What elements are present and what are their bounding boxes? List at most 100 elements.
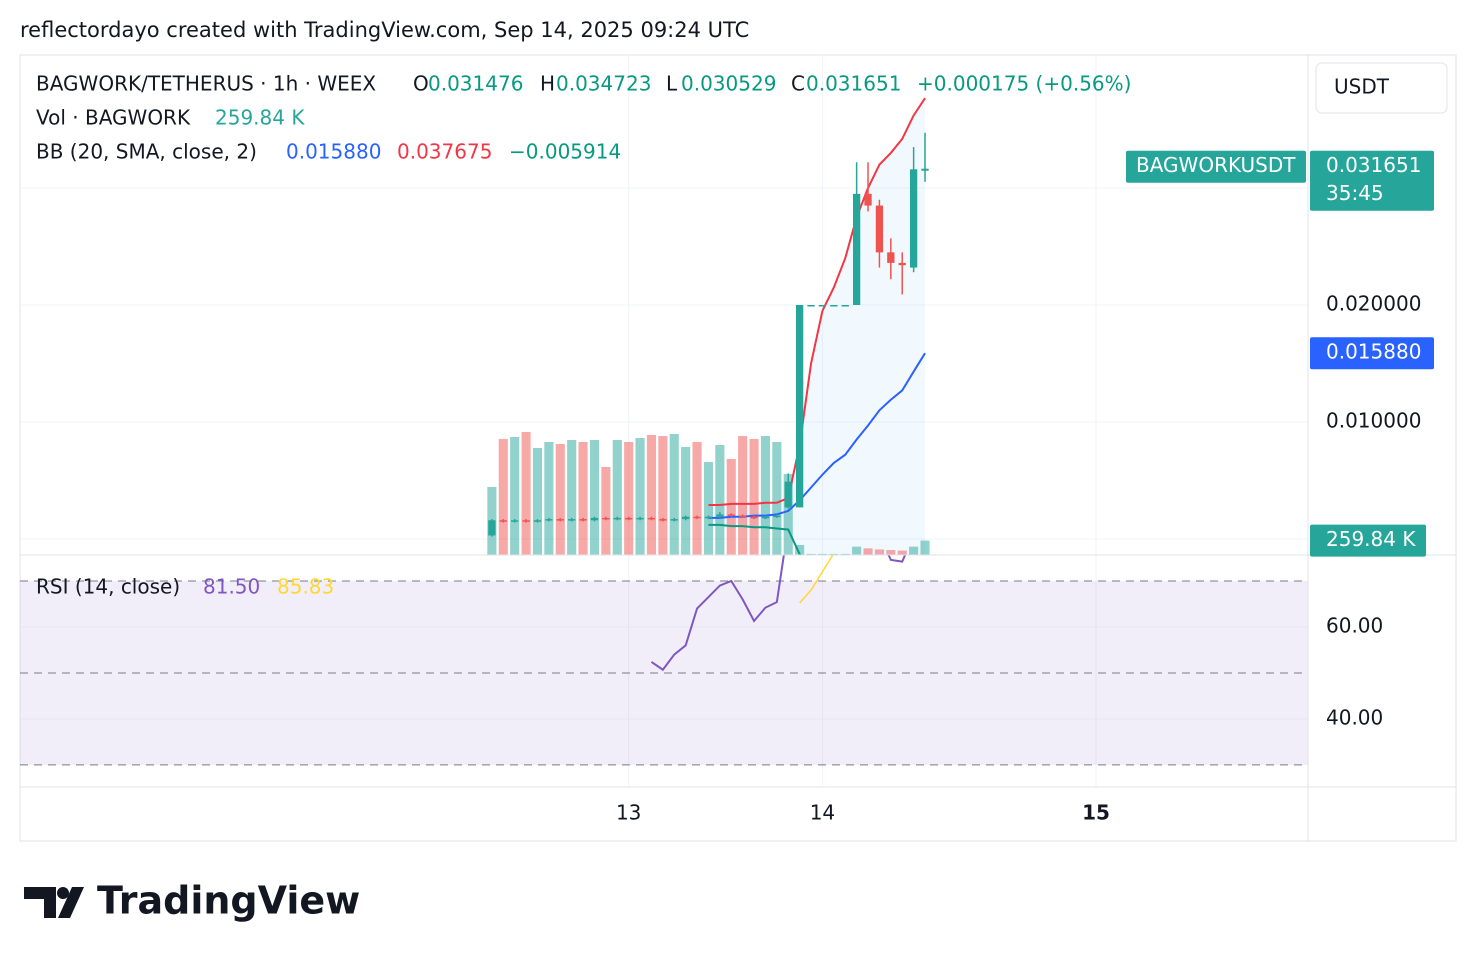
legend-bb-upper: 0.037675 bbox=[397, 140, 492, 164]
legend-bb-title: BB (20, SMA, close, 2) bbox=[36, 140, 257, 164]
volume-bar bbox=[749, 439, 759, 555]
volume-bar bbox=[772, 442, 782, 555]
candle-body bbox=[852, 193, 861, 305]
volume-bar bbox=[601, 467, 611, 555]
volume-bar bbox=[681, 447, 691, 555]
volume-bar bbox=[567, 440, 577, 555]
candle-body bbox=[670, 519, 678, 521]
currency-button-label[interactable]: USDT bbox=[1334, 75, 1390, 99]
candle-body bbox=[522, 520, 530, 522]
candle-body bbox=[533, 520, 542, 522]
volume-bar bbox=[635, 438, 645, 555]
volume-bar bbox=[795, 545, 805, 555]
price-tag bbox=[1310, 150, 1434, 211]
basis-tag-label: 0.015880 bbox=[1326, 340, 1421, 364]
candle-body bbox=[704, 516, 713, 519]
rsi-tick-label: 60.00 bbox=[1326, 613, 1383, 637]
candle-body bbox=[579, 519, 587, 521]
candle-body bbox=[898, 262, 906, 266]
legend-h: H bbox=[540, 72, 555, 96]
legend-open: 0.031476 bbox=[428, 72, 523, 96]
volume-bar bbox=[840, 553, 850, 555]
legend-vol-title: Vol · BAGWORK bbox=[36, 106, 191, 130]
volume-bar bbox=[863, 548, 873, 555]
legend-rsi-title: RSI (14, close) bbox=[36, 575, 180, 599]
legend-title: BAGWORK/TETHERUS · 1h · WEEX bbox=[36, 72, 376, 96]
price-tag-label: 0.031651 bbox=[1326, 153, 1421, 177]
legend-vol-value: 259.84 K bbox=[215, 106, 305, 130]
volume-bar bbox=[658, 436, 668, 555]
rsi-tick-label: 40.00 bbox=[1326, 705, 1383, 729]
legend-l: L bbox=[666, 72, 678, 96]
volume-bar bbox=[806, 553, 816, 555]
volume-bar bbox=[874, 549, 884, 555]
candle-body bbox=[921, 168, 929, 171]
symbol-tag bbox=[1126, 150, 1306, 183]
candle-body bbox=[761, 516, 770, 519]
symbol-tag-label: BAGWORKUSDT bbox=[1136, 153, 1296, 177]
header: reflectordayo created with TradingView.c… bbox=[20, 18, 749, 42]
legend-bb-basis: 0.015880 bbox=[286, 140, 381, 164]
candle-body bbox=[682, 516, 690, 520]
volume-bar bbox=[544, 442, 554, 555]
volume-bar bbox=[498, 439, 508, 555]
candle-body bbox=[647, 517, 656, 520]
footer-logo: TradingView bbox=[24, 879, 360, 923]
volume-bar bbox=[829, 553, 839, 555]
volume-bar bbox=[692, 442, 702, 555]
candle-body bbox=[750, 516, 758, 519]
volume-bar bbox=[646, 435, 657, 555]
price-pane bbox=[487, 97, 930, 555]
volume-bar bbox=[738, 436, 748, 555]
candle-body bbox=[625, 517, 633, 520]
volume-bar bbox=[521, 432, 531, 555]
legend-o: O bbox=[413, 72, 429, 96]
rsi-ma-line bbox=[799, 555, 834, 604]
rsi-line bbox=[650, 555, 907, 672]
bb-upper bbox=[708, 97, 926, 507]
volume-bar bbox=[783, 474, 793, 555]
candle-body bbox=[773, 515, 781, 518]
volume-bar bbox=[624, 442, 634, 555]
candle-body bbox=[499, 520, 507, 522]
candle-body bbox=[727, 514, 735, 516]
y-tick-label: 0.020000 bbox=[1326, 292, 1421, 316]
countdown-label: 35:45 bbox=[1326, 181, 1384, 205]
footer-logo-text: TradingView bbox=[97, 879, 360, 923]
currency-button[interactable] bbox=[1315, 62, 1448, 114]
volume-bar bbox=[555, 444, 565, 555]
candle-body bbox=[818, 305, 827, 307]
legend-rsi-ma: 85.83 bbox=[277, 575, 334, 599]
legend-change: +0.000175 (+0.56%) bbox=[917, 72, 1131, 96]
volume-bar bbox=[726, 459, 736, 555]
bb-lower bbox=[708, 523, 802, 555]
volume-bar bbox=[897, 550, 907, 555]
volume-tag bbox=[1310, 524, 1426, 557]
candle-body bbox=[590, 517, 599, 521]
candle-body bbox=[659, 519, 667, 521]
legend-high: 0.034723 bbox=[556, 72, 651, 96]
logo-mark bbox=[57, 887, 69, 899]
legend-c: C bbox=[791, 72, 805, 96]
volume-bar bbox=[589, 440, 600, 555]
candle-body bbox=[511, 520, 519, 522]
candle-body bbox=[488, 520, 496, 536]
x-tick-label: 14 bbox=[810, 801, 835, 825]
volume-bar bbox=[760, 436, 771, 555]
legend-close: 0.031651 bbox=[806, 72, 901, 96]
rsi-pane-content bbox=[20, 555, 1308, 766]
candle-body bbox=[807, 305, 815, 307]
volume-bar bbox=[909, 546, 919, 555]
volume-bar bbox=[920, 540, 930, 555]
basis-tag bbox=[1310, 337, 1434, 370]
candle-body bbox=[568, 519, 576, 521]
volume-bar bbox=[852, 546, 862, 555]
x-tick-label: 13 bbox=[616, 801, 641, 825]
candle-body bbox=[545, 519, 553, 521]
price-tags: BAGWORKUSDT 0.031651 35:45 0.015880 259.84 K bbox=[1126, 150, 1434, 557]
logo-mark bbox=[24, 887, 56, 918]
candle-body bbox=[887, 252, 895, 263]
grid bbox=[20, 55, 1308, 787]
volume-bar bbox=[703, 462, 714, 555]
candle-body bbox=[716, 514, 724, 517]
